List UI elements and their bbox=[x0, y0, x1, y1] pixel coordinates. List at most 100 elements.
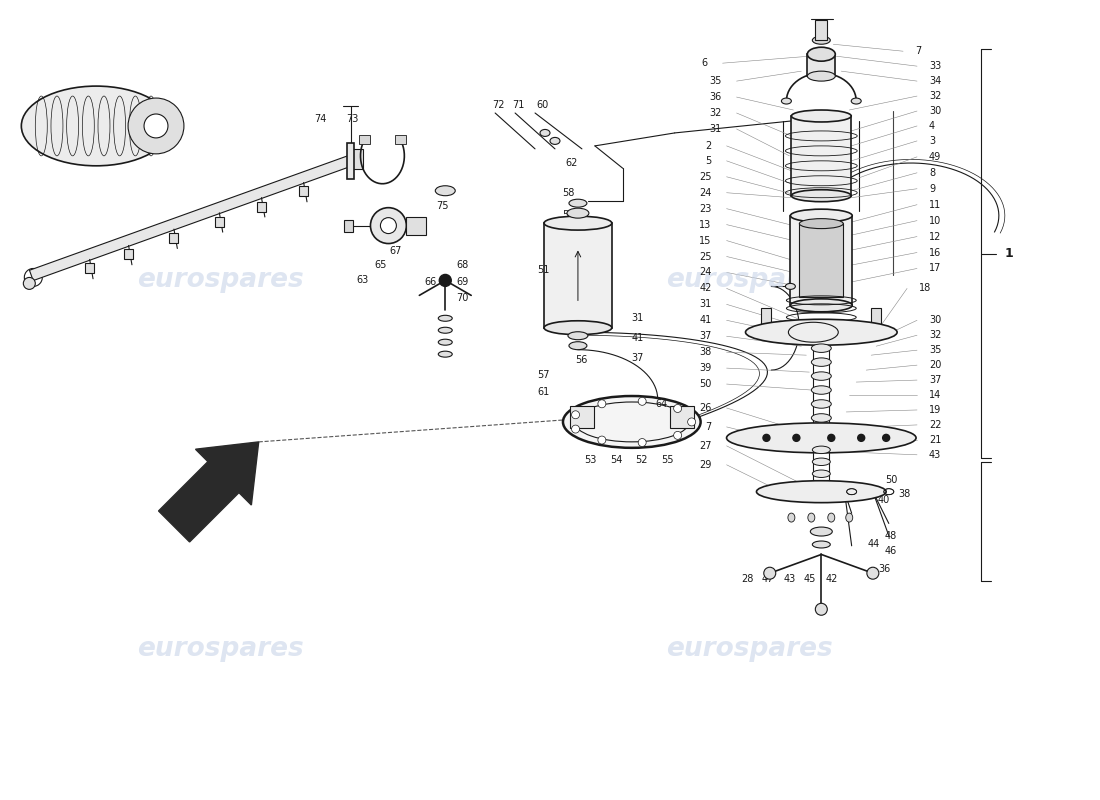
Text: eurospares: eurospares bbox=[138, 636, 305, 662]
Text: 24: 24 bbox=[700, 188, 712, 198]
Ellipse shape bbox=[812, 446, 830, 454]
Ellipse shape bbox=[21, 86, 171, 166]
Circle shape bbox=[688, 418, 695, 426]
Text: 44: 44 bbox=[868, 539, 880, 550]
Text: 4: 4 bbox=[930, 121, 935, 131]
Text: 31: 31 bbox=[710, 124, 722, 134]
Text: 35: 35 bbox=[710, 76, 722, 86]
Ellipse shape bbox=[727, 423, 916, 453]
Text: 19: 19 bbox=[930, 405, 942, 415]
Ellipse shape bbox=[791, 299, 852, 312]
Text: 50: 50 bbox=[700, 379, 712, 389]
Ellipse shape bbox=[846, 513, 852, 522]
Ellipse shape bbox=[540, 130, 550, 137]
Text: 73: 73 bbox=[346, 114, 359, 124]
Text: 30: 30 bbox=[930, 106, 942, 116]
Text: 31: 31 bbox=[700, 299, 712, 310]
Text: 53: 53 bbox=[584, 454, 596, 465]
Bar bbox=[352, 149, 363, 169]
Bar bbox=[346, 143, 354, 178]
Circle shape bbox=[793, 434, 800, 442]
Ellipse shape bbox=[757, 481, 887, 502]
Ellipse shape bbox=[544, 216, 612, 230]
Bar bbox=[85, 263, 95, 274]
Ellipse shape bbox=[812, 372, 832, 380]
Polygon shape bbox=[158, 442, 258, 542]
Text: 58: 58 bbox=[562, 188, 574, 198]
Ellipse shape bbox=[812, 386, 832, 394]
Text: 21: 21 bbox=[930, 435, 942, 445]
Ellipse shape bbox=[568, 332, 587, 340]
Text: 41: 41 bbox=[700, 315, 712, 326]
Text: 14: 14 bbox=[930, 390, 942, 400]
Text: 29: 29 bbox=[700, 460, 712, 470]
Ellipse shape bbox=[563, 396, 701, 448]
Bar bbox=[800, 222, 844, 298]
Circle shape bbox=[144, 114, 168, 138]
Circle shape bbox=[638, 398, 646, 406]
Ellipse shape bbox=[812, 414, 832, 422]
Text: 7: 7 bbox=[915, 46, 922, 56]
Text: 11: 11 bbox=[930, 200, 942, 210]
Text: 48: 48 bbox=[886, 530, 898, 541]
Ellipse shape bbox=[828, 513, 835, 522]
Bar bbox=[791, 216, 852, 306]
Text: eurospares: eurospares bbox=[138, 267, 305, 294]
Ellipse shape bbox=[550, 138, 560, 144]
Bar bbox=[570, 406, 594, 428]
Text: 57: 57 bbox=[538, 370, 550, 380]
Bar bbox=[343, 220, 353, 231]
Text: 55: 55 bbox=[661, 454, 674, 465]
Text: 65: 65 bbox=[374, 261, 386, 270]
Circle shape bbox=[598, 436, 606, 444]
Circle shape bbox=[815, 603, 827, 615]
Text: 60: 60 bbox=[536, 100, 548, 110]
Bar bbox=[871, 308, 881, 336]
Text: 1: 1 bbox=[1004, 247, 1013, 260]
Text: 71: 71 bbox=[512, 100, 525, 110]
Ellipse shape bbox=[851, 98, 861, 104]
Text: 72: 72 bbox=[492, 100, 505, 110]
Circle shape bbox=[572, 425, 580, 433]
Ellipse shape bbox=[544, 321, 612, 334]
Ellipse shape bbox=[436, 186, 455, 196]
Text: 8: 8 bbox=[930, 168, 935, 178]
Text: 40: 40 bbox=[878, 494, 890, 505]
Text: 47: 47 bbox=[761, 574, 773, 584]
Bar bbox=[214, 217, 223, 226]
Text: 10: 10 bbox=[930, 216, 942, 226]
Bar bbox=[815, 20, 827, 40]
Ellipse shape bbox=[438, 339, 452, 345]
Text: 7: 7 bbox=[705, 422, 712, 432]
Text: 25: 25 bbox=[700, 251, 712, 262]
Text: 9: 9 bbox=[930, 184, 935, 194]
Text: 13: 13 bbox=[700, 220, 712, 230]
Text: 43: 43 bbox=[930, 450, 942, 460]
Bar bbox=[406, 217, 427, 234]
Text: 15: 15 bbox=[700, 235, 712, 246]
Ellipse shape bbox=[807, 513, 815, 522]
Ellipse shape bbox=[791, 209, 852, 222]
Text: 50: 50 bbox=[884, 474, 898, 485]
Text: 20: 20 bbox=[930, 360, 942, 370]
Polygon shape bbox=[30, 154, 358, 281]
Circle shape bbox=[572, 410, 580, 418]
Text: 36: 36 bbox=[878, 565, 890, 574]
Text: 68: 68 bbox=[456, 261, 469, 270]
Bar bbox=[807, 54, 835, 76]
Text: 62: 62 bbox=[565, 158, 579, 168]
Ellipse shape bbox=[812, 344, 832, 353]
Ellipse shape bbox=[438, 315, 452, 322]
Ellipse shape bbox=[566, 208, 588, 218]
Text: eurospares: eurospares bbox=[667, 636, 833, 662]
Ellipse shape bbox=[812, 541, 830, 548]
Circle shape bbox=[858, 434, 865, 442]
Circle shape bbox=[371, 208, 406, 243]
Text: 52: 52 bbox=[636, 454, 648, 465]
Circle shape bbox=[439, 274, 451, 286]
Ellipse shape bbox=[807, 71, 835, 81]
Text: 42: 42 bbox=[700, 283, 712, 294]
Ellipse shape bbox=[791, 190, 851, 202]
Text: 32: 32 bbox=[710, 108, 722, 118]
Text: 38: 38 bbox=[898, 489, 910, 498]
